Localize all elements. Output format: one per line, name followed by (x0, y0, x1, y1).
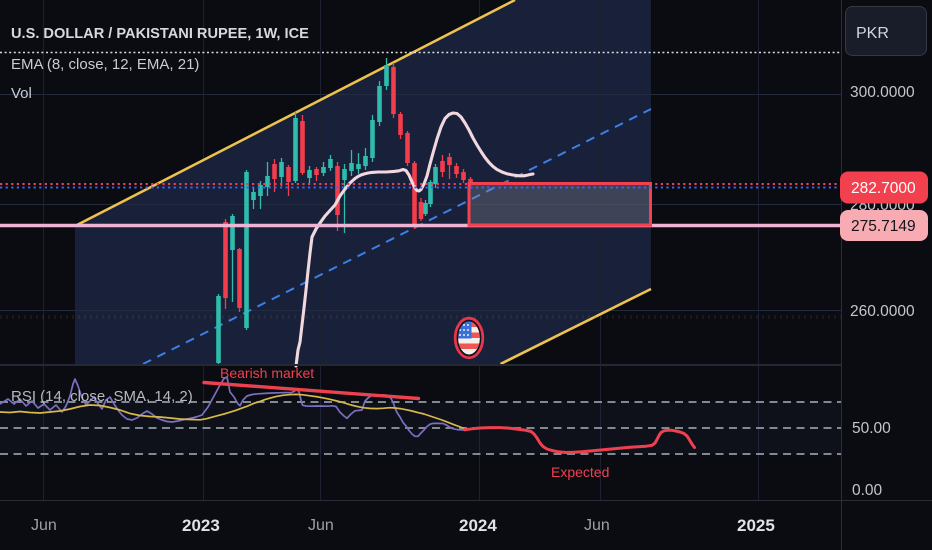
svg-text:PKR: PKR (856, 25, 889, 42)
svg-text:EMA (8, close, 12, EMA, 21): EMA (8, close, 12, EMA, 21) (11, 56, 199, 73)
svg-text:U.S. DOLLAR / PAKISTANI RUPEE,: U.S. DOLLAR / PAKISTANI RUPEE, 1W, ICE (11, 26, 309, 42)
svg-text:Bearish market: Bearish market (220, 365, 314, 381)
svg-text:2024: 2024 (459, 516, 497, 535)
svg-text:260.0000: 260.0000 (850, 303, 915, 320)
svg-text:275.7149: 275.7149 (851, 218, 916, 235)
svg-text:282.7000: 282.7000 (851, 180, 916, 197)
svg-text:300.0000: 300.0000 (850, 84, 915, 101)
svg-text:Expected: Expected (551, 464, 609, 480)
svg-text:50.00: 50.00 (852, 420, 891, 437)
svg-text:2025: 2025 (737, 516, 775, 535)
svg-text:2023: 2023 (182, 516, 220, 535)
svg-text:Jun: Jun (308, 517, 334, 534)
svg-text:Jun: Jun (31, 517, 57, 534)
svg-text:Jun: Jun (584, 517, 610, 534)
svg-text:RSI (14, close, SMA, 14, 2): RSI (14, close, SMA, 14, 2) (11, 388, 193, 405)
svg-text:Vol: Vol (11, 85, 32, 102)
svg-text:0.00: 0.00 (852, 482, 883, 499)
